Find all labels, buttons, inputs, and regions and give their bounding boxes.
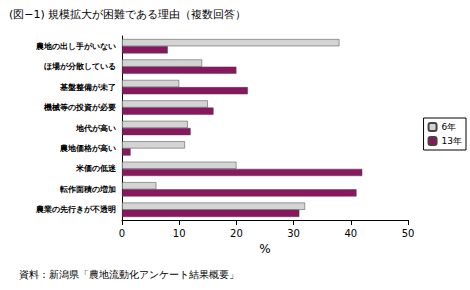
- svg-text:13年: 13年: [442, 136, 462, 146]
- svg-text:50: 50: [402, 228, 415, 239]
- svg-text:40: 40: [344, 228, 357, 239]
- svg-text:%: %: [259, 242, 270, 256]
- svg-text:0: 0: [119, 228, 125, 239]
- svg-text:農地の出し手がいない: 農地の出し手がいない: [35, 42, 116, 51]
- svg-text:地代が高い: 地代が高い: [75, 123, 116, 133]
- svg-text:農業の先行きが不透明: 農業の先行きが不透明: [35, 205, 116, 214]
- svg-text:(図−1) 規模拡大が困難である理由（複数回答）: (図−1) 規模拡大が困難である理由（複数回答）: [9, 8, 246, 21]
- svg-text:転作面積の増加: 転作面積の増加: [59, 184, 116, 194]
- svg-text:20: 20: [230, 228, 243, 239]
- svg-text:資料：新潟県「農地流動化アンケート結果概要」: 資料：新潟県「農地流動化アンケート結果概要」: [19, 269, 239, 280]
- svg-text:農地価格が高い: 農地価格が高い: [59, 143, 116, 153]
- svg-text:ほ場が分散している: ほ場が分散している: [44, 62, 116, 71]
- svg-text:6年: 6年: [442, 122, 457, 132]
- svg-text:米価の低迷: 米価の低迷: [75, 164, 117, 173]
- svg-text:30: 30: [287, 228, 300, 239]
- svg-text:基盤整備が未了: 基盤整備が未了: [59, 83, 116, 92]
- svg-text:機械等の投資が必要: 機械等の投資が必要: [43, 103, 116, 112]
- svg-text:10: 10: [173, 228, 186, 239]
